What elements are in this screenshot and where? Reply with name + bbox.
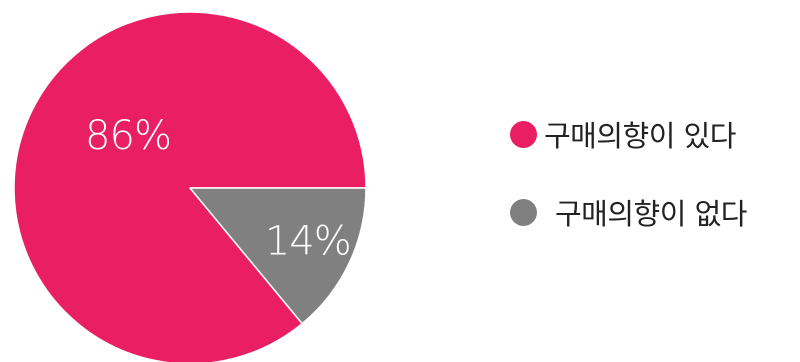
legend-label-yes: 구매의향이 있다 — [544, 119, 736, 153]
chart-legend: 구매의향이 있다 구매의향이 없다 — [510, 114, 795, 270]
legend-item-yes: 구매의향이 있다 — [510, 114, 795, 154]
legend-label-no: 구매의향이 없다 — [555, 197, 747, 231]
legend-swatch-no-icon — [510, 198, 537, 226]
legend-item-no: 구매의향이 없다 — [510, 192, 795, 232]
pie-slice-label-no: 14% — [265, 219, 351, 265]
pie-slice-yes — [13, 11, 367, 362]
pie-slice-label-yes: 86% — [85, 113, 171, 159]
pie-slice-no — [189, 187, 367, 325]
legend-swatch-yes-icon — [510, 120, 537, 148]
